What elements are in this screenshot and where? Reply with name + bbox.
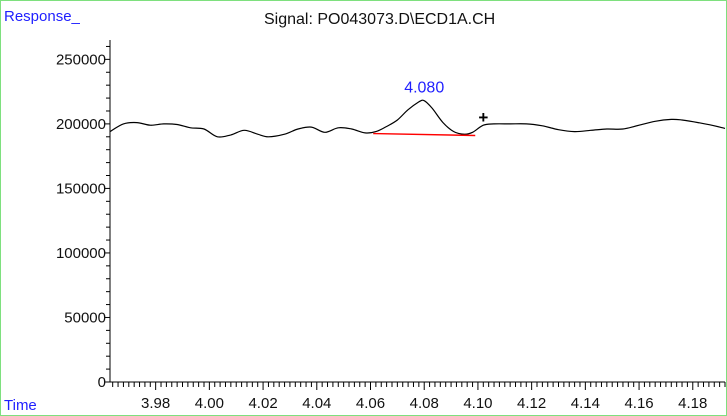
y-tick-label: 250000: [56, 51, 106, 68]
x-tick-label: 4.14: [571, 395, 600, 412]
y-tick-label: 150000: [56, 180, 106, 197]
x-tick-label: 4.04: [302, 395, 331, 412]
annotations-group: 4.080 +: [404, 80, 488, 128]
x-axis-ticks: 3.98 4.00 4.02 4.04 4.06 4.08 4.10 4.12 4.14 4.16…: [112, 382, 726, 412]
peak-end-marker: +: [478, 108, 488, 127]
x-tick-label: 4.06: [356, 395, 385, 412]
x-tick-label: 4.16: [624, 395, 653, 412]
signal-trace: [109, 99, 726, 138]
y-tick-label: 0: [98, 374, 106, 391]
x-tick-label: 4.12: [517, 395, 546, 412]
x-tick-label: 4.18: [678, 395, 707, 412]
x-axis-label: Time: [4, 397, 37, 414]
y-axis-ticks: 0 50000 100000 150000 200000 250000: [56, 45, 110, 391]
x-tick-label: 4.08: [410, 395, 439, 412]
series-group: [109, 99, 726, 138]
y-tick-label: 200000: [56, 116, 106, 133]
peak-retention-label: 4.080: [404, 80, 444, 97]
chart-title: Signal: PO043073.D\ECD1A.CH: [264, 11, 496, 28]
x-tick-label: 4.10: [463, 395, 492, 412]
x-tick-label: 4.00: [195, 395, 224, 412]
y-axis-label: Response_: [4, 8, 80, 25]
x-tick-label: 4.02: [248, 395, 277, 412]
y-tick-label: 100000: [56, 245, 106, 262]
integration-baseline: [373, 132, 476, 137]
x-tick-label: 3.98: [141, 395, 170, 412]
y-tick-label: 50000: [64, 309, 106, 326]
